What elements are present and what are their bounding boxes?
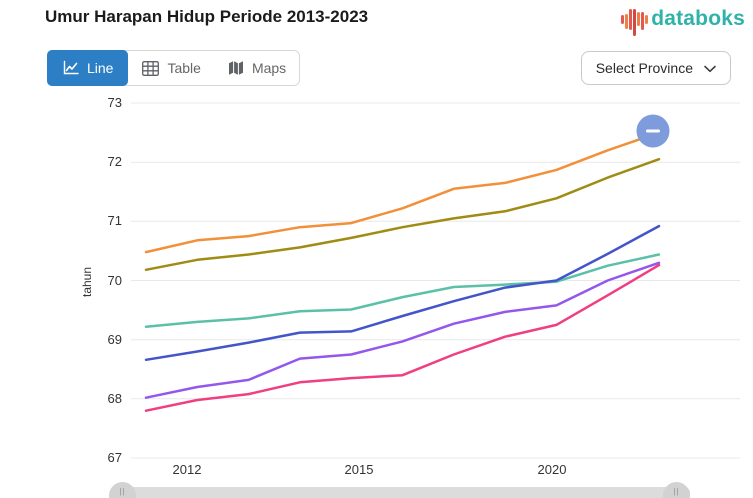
- series-line-blue[interactable]: [144, 224, 661, 362]
- y-axis-tick-label: 70: [107, 272, 122, 288]
- series-line-purple[interactable]: [144, 261, 661, 399]
- tab-line[interactable]: Line: [47, 50, 129, 86]
- databoks-logo-text: databoks: [651, 7, 745, 30]
- navigator-handle-right[interactable]: ||: [663, 482, 690, 498]
- page-title: Umur Harapan Hidup Periode 2013-2023: [45, 7, 369, 26]
- tab-maps[interactable]: Maps: [214, 51, 299, 85]
- x-axis-tick-label: 2012: [172, 462, 202, 477]
- minus-icon: [646, 129, 660, 133]
- tab-line-label: Line: [87, 60, 114, 76]
- x-axis-tick-label: 2020: [537, 462, 567, 477]
- chart-view-tabs: Line Table Maps: [47, 50, 301, 86]
- line-chart-icon: [62, 60, 80, 76]
- series-line-orange[interactable]: [144, 131, 661, 254]
- y-axis-tick-label: 67: [107, 450, 122, 465]
- series-line-teal[interactable]: [144, 253, 661, 328]
- series-line-pink[interactable]: [144, 263, 661, 412]
- databoks-bars-icon: [621, 4, 649, 36]
- tab-maps-label: Maps: [251, 60, 287, 76]
- y-axis-tick-label: 69: [107, 331, 122, 347]
- tab-table-label: Table: [167, 60, 201, 76]
- navigator-handle-left[interactable]: ||: [109, 482, 136, 498]
- table-grid-icon: [141, 60, 160, 77]
- range-navigator-track[interactable]: [110, 487, 690, 498]
- databoks-logo[interactable]: databoks: [621, 4, 745, 36]
- tab-table[interactable]: Table: [128, 51, 213, 85]
- y-axis-tick-label: 71: [107, 213, 122, 229]
- maps-icon: [227, 60, 245, 76]
- y-axis-tick-label: 73: [107, 95, 122, 110]
- select-province-label: Select Province: [595, 60, 693, 76]
- y-axis-tick-label: 68: [107, 390, 122, 406]
- chevron-down-icon: [704, 60, 716, 76]
- y-axis-tick-label: 72: [107, 154, 122, 170]
- series-line-olive[interactable]: [144, 157, 661, 272]
- select-province-dropdown[interactable]: Select Province: [580, 51, 731, 85]
- x-axis-tick-label: 2015: [344, 462, 374, 477]
